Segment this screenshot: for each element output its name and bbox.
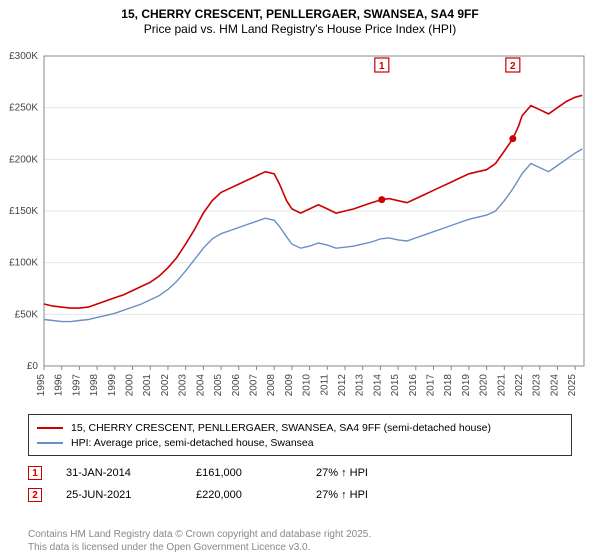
svg-text:2024: 2024 — [549, 374, 560, 397]
svg-text:1998: 1998 — [89, 374, 100, 397]
svg-text:2025: 2025 — [567, 374, 578, 397]
svg-text:2019: 2019 — [461, 374, 472, 397]
legend-swatch — [37, 427, 63, 429]
svg-text:2008: 2008 — [266, 374, 277, 397]
svg-text:2014: 2014 — [372, 374, 383, 397]
sale-date: 31-JAN-2014 — [66, 467, 196, 479]
svg-text:1995: 1995 — [36, 374, 47, 397]
svg-text:2020: 2020 — [479, 374, 490, 397]
footer-line-2: This data is licensed under the Open Gov… — [28, 541, 371, 554]
svg-text:1997: 1997 — [71, 374, 82, 397]
svg-text:£100K: £100K — [9, 258, 38, 269]
sale-row: 1 31-JAN-2014£161,00027% ↑ HPI — [28, 462, 572, 484]
legend-item: HPI: Average price, semi-detached house,… — [37, 435, 563, 450]
footer-line-1: Contains HM Land Registry data © Crown c… — [28, 528, 371, 541]
svg-text:2011: 2011 — [319, 374, 330, 396]
svg-text:£150K: £150K — [9, 206, 38, 217]
sale-delta: 27% ↑ HPI — [316, 489, 572, 501]
series-property_price — [44, 95, 582, 308]
legend-swatch — [37, 442, 63, 444]
chart-title: 15, CHERRY CRESCENT, PENLLERGAER, SWANSE… — [0, 0, 600, 22]
chart-subtitle: Price paid vs. HM Land Registry's House … — [0, 22, 600, 40]
legend-label: HPI: Average price, semi-detached house,… — [71, 437, 314, 449]
svg-text:£300K: £300K — [9, 51, 38, 62]
svg-text:2004: 2004 — [195, 374, 206, 397]
svg-text:1: 1 — [379, 61, 385, 72]
sale-index-box: 2 — [28, 488, 42, 502]
svg-text:2002: 2002 — [160, 374, 171, 397]
svg-text:2000: 2000 — [125, 374, 136, 397]
sale-index-box: 1 — [28, 466, 42, 480]
series-hpi — [44, 149, 582, 322]
sale-marker-1 — [378, 196, 385, 203]
svg-text:2022: 2022 — [514, 374, 525, 397]
svg-text:2017: 2017 — [426, 374, 437, 397]
svg-text:2009: 2009 — [284, 374, 295, 397]
svg-text:2001: 2001 — [142, 374, 153, 397]
svg-text:£200K: £200K — [9, 154, 38, 165]
svg-text:2005: 2005 — [213, 374, 224, 397]
svg-text:2003: 2003 — [178, 374, 189, 397]
svg-text:2023: 2023 — [532, 374, 543, 397]
sale-marker-2 — [509, 135, 516, 142]
line-chart-svg: £0 £50K £100K £150K £200K £250K £300K 1995 1996 1… — [0, 48, 600, 408]
chart-area: £0 £50K £100K £150K £200K £250K £300K 1995 1996 1… — [0, 48, 600, 408]
attribution-footer: Contains HM Land Registry data © Crown c… — [28, 528, 371, 554]
sale-price: £220,000 — [196, 489, 316, 501]
sale-delta: 27% ↑ HPI — [316, 467, 572, 479]
svg-text:2010: 2010 — [302, 374, 313, 397]
svg-text:2021: 2021 — [496, 374, 507, 397]
legend-item: 15, CHERRY CRESCENT, PENLLERGAER, SWANSE… — [37, 420, 563, 435]
svg-text:2006: 2006 — [231, 374, 242, 397]
svg-text:2018: 2018 — [443, 374, 454, 397]
svg-text:2013: 2013 — [355, 374, 366, 397]
legend-label: 15, CHERRY CRESCENT, PENLLERGAER, SWANSE… — [71, 422, 491, 434]
legend-box: 15, CHERRY CRESCENT, PENLLERGAER, SWANSE… — [28, 414, 572, 456]
sale-date: 25-JUN-2021 — [66, 489, 196, 501]
svg-text:2012: 2012 — [337, 374, 348, 397]
svg-text:2: 2 — [510, 61, 516, 72]
svg-text:£0: £0 — [27, 361, 39, 372]
svg-text:2016: 2016 — [408, 374, 419, 397]
svg-text:2007: 2007 — [248, 374, 259, 397]
svg-text:£250K: £250K — [9, 103, 38, 114]
svg-text:1999: 1999 — [107, 374, 118, 397]
sales-table: 1 31-JAN-2014£161,00027% ↑ HPI 2 25-JUN-202… — [28, 462, 572, 506]
svg-text:2015: 2015 — [390, 374, 401, 397]
sale-row: 2 25-JUN-2021£220,00027% ↑ HPI — [28, 484, 572, 506]
svg-text:1996: 1996 — [54, 374, 65, 397]
sale-price: £161,000 — [196, 467, 316, 479]
svg-text:£50K: £50K — [15, 309, 39, 320]
